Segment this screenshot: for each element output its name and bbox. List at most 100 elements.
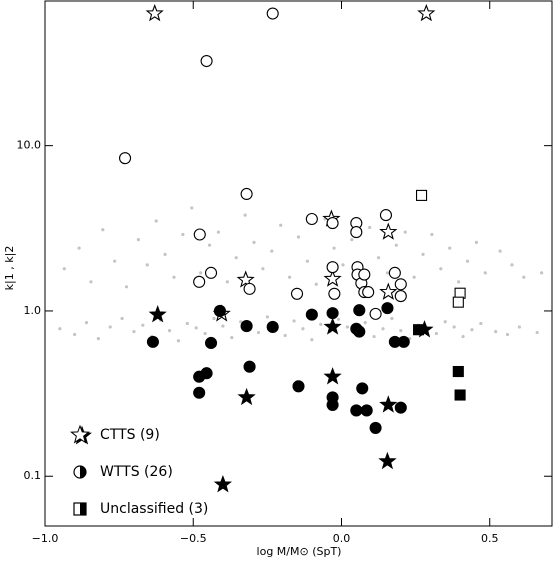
background-point bbox=[145, 263, 149, 267]
background-point bbox=[239, 320, 243, 324]
star-marker bbox=[236, 270, 255, 288]
background-point bbox=[350, 238, 354, 242]
background-point bbox=[385, 271, 390, 275]
background-point bbox=[296, 235, 301, 239]
circle-marker bbox=[369, 307, 382, 320]
background-point bbox=[457, 280, 461, 284]
background-point bbox=[190, 206, 194, 210]
circle-marker bbox=[292, 380, 305, 393]
x-tick-label: 0.5 bbox=[481, 532, 499, 545]
background-point bbox=[256, 330, 261, 335]
background-point bbox=[230, 335, 234, 340]
background-point bbox=[430, 232, 434, 237]
circle-marker bbox=[379, 209, 393, 222]
x-tick-label: −1.0 bbox=[32, 532, 59, 545]
background-point bbox=[108, 325, 112, 329]
background-point bbox=[279, 223, 283, 227]
background-point bbox=[136, 238, 140, 242]
circle-marker bbox=[394, 290, 407, 303]
circle-marker bbox=[200, 367, 213, 380]
background-point bbox=[261, 267, 265, 271]
circle-marker bbox=[326, 307, 339, 320]
circle-marker bbox=[193, 386, 206, 399]
circle-marker bbox=[360, 404, 373, 417]
star-marker bbox=[323, 269, 342, 287]
circle-marker bbox=[326, 261, 339, 274]
background-point bbox=[390, 316, 394, 321]
background-point bbox=[212, 316, 216, 321]
background-point bbox=[319, 322, 323, 326]
background-point bbox=[510, 263, 514, 267]
circle-marker bbox=[362, 286, 375, 299]
background-point bbox=[439, 267, 443, 271]
circle-marker bbox=[394, 278, 407, 291]
plot-frame bbox=[44, 0, 553, 527]
background-point bbox=[479, 321, 483, 326]
y-tick-label: 1.0 bbox=[24, 304, 42, 317]
background-point bbox=[89, 280, 93, 284]
circle-marker bbox=[326, 398, 339, 411]
background-point bbox=[265, 315, 269, 319]
background-point bbox=[394, 243, 398, 247]
legend-icon bbox=[80, 503, 86, 515]
background-point bbox=[163, 252, 167, 256]
background-point bbox=[124, 285, 129, 289]
background-point bbox=[522, 275, 526, 279]
background-point bbox=[167, 329, 172, 333]
background-point bbox=[113, 259, 117, 263]
background-point bbox=[172, 275, 176, 279]
legend-label: CTTS (9) bbox=[100, 427, 160, 443]
background-point bbox=[421, 252, 425, 256]
circle-marker bbox=[146, 335, 159, 348]
star-marker bbox=[378, 451, 397, 470]
star-marker bbox=[379, 395, 398, 413]
x-tick-label: 0.0 bbox=[333, 532, 351, 545]
background-point bbox=[399, 329, 403, 333]
background-point bbox=[483, 271, 487, 275]
background-point bbox=[461, 334, 465, 339]
legend-icon bbox=[80, 466, 86, 478]
background-point bbox=[292, 319, 296, 323]
circle-marker bbox=[381, 302, 394, 315]
circle-marker bbox=[353, 304, 366, 317]
circle-marker bbox=[305, 212, 318, 226]
background-point bbox=[84, 321, 89, 325]
square-marker bbox=[413, 324, 425, 336]
background-point bbox=[535, 330, 539, 335]
background-point bbox=[203, 331, 207, 336]
circle-marker bbox=[193, 228, 206, 241]
background-point bbox=[498, 249, 502, 253]
background-point bbox=[101, 228, 105, 232]
background-point bbox=[494, 329, 498, 334]
y-tick-label: 10.0 bbox=[17, 139, 42, 152]
legend-label: Unclassified (3) bbox=[100, 501, 208, 517]
circle-marker bbox=[369, 421, 382, 434]
circle-marker bbox=[305, 308, 318, 321]
background-point bbox=[314, 282, 318, 286]
background-point bbox=[154, 219, 158, 223]
star-marker bbox=[379, 282, 398, 300]
circle-marker bbox=[397, 335, 410, 348]
y-tick-label: 0.1 bbox=[24, 469, 42, 482]
circle-marker bbox=[243, 282, 256, 295]
background-point bbox=[403, 230, 407, 234]
circle-marker bbox=[243, 360, 256, 373]
background-point bbox=[505, 332, 510, 337]
star-marker bbox=[213, 475, 233, 493]
star-marker bbox=[323, 367, 342, 385]
circle-marker bbox=[358, 268, 371, 281]
circle-marker bbox=[328, 287, 341, 300]
background-point bbox=[234, 256, 238, 260]
background-point bbox=[252, 240, 256, 244]
background-point bbox=[181, 232, 185, 237]
background-point bbox=[283, 333, 287, 338]
circle-marker bbox=[213, 304, 226, 317]
square-marker bbox=[415, 189, 428, 201]
background-point bbox=[301, 327, 305, 331]
background-point bbox=[465, 259, 470, 263]
y-axis-label: k|1 , k|2 bbox=[3, 246, 16, 291]
background-point bbox=[270, 249, 274, 253]
background-point bbox=[132, 329, 136, 334]
star-marker bbox=[323, 317, 342, 335]
